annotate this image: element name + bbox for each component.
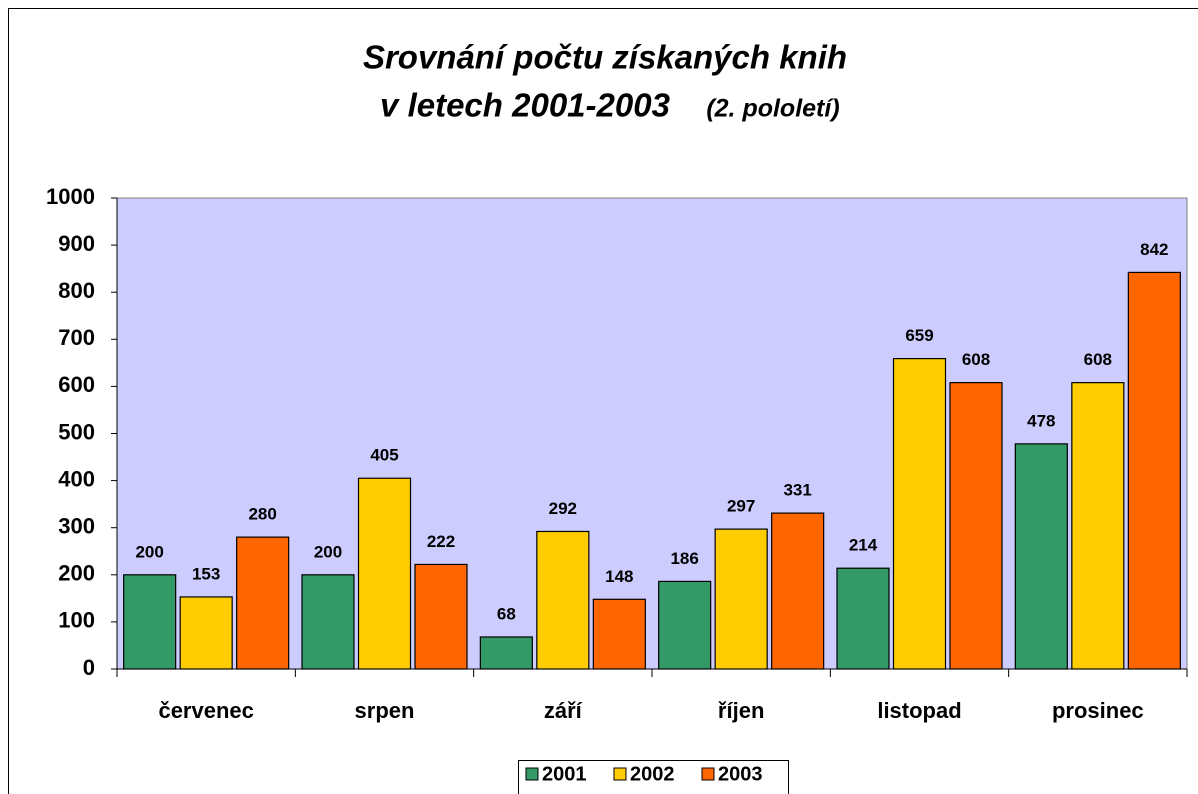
data-label: 331	[783, 481, 811, 500]
data-label: 659	[905, 326, 933, 345]
legend-box	[518, 760, 789, 794]
data-label: 478	[1027, 411, 1055, 430]
bar	[357, 477, 412, 670]
data-label: 148	[605, 567, 633, 586]
chart-title: v letech 2001-2003	[380, 87, 670, 124]
legend-swatch	[613, 767, 627, 781]
data-label: 214	[849, 536, 878, 555]
y-tick-label: 700	[58, 325, 95, 350]
data-label: 186	[670, 549, 698, 568]
bar	[836, 567, 890, 670]
data-label: 608	[1084, 350, 1112, 369]
x-tick-label: červenec	[158, 698, 253, 723]
chart-subtitle: (2. pololetí)	[706, 95, 839, 123]
y-tick-label: 500	[58, 419, 95, 444]
data-label: 297	[727, 497, 755, 516]
data-label: 292	[549, 499, 577, 518]
bar	[892, 358, 947, 670]
bar	[592, 598, 646, 670]
bar	[123, 574, 177, 670]
data-label: 280	[248, 505, 276, 524]
chart-title: Srovnání počtu získaných knih	[363, 39, 847, 76]
bar	[236, 536, 290, 670]
y-tick-label: 100	[58, 608, 95, 633]
x-tick-label: říjen	[718, 698, 764, 723]
data-label: 200	[135, 542, 163, 561]
y-tick-label: 600	[58, 372, 95, 397]
legend-swatch	[525, 767, 539, 781]
y-tick-label: 1000	[46, 184, 95, 209]
data-label: 153	[192, 564, 220, 583]
y-tick-label: 400	[58, 466, 95, 491]
x-tick-label: listopad	[877, 698, 961, 723]
bar	[714, 528, 768, 670]
y-tick-label: 200	[58, 561, 95, 586]
data-label: 842	[1140, 240, 1168, 259]
x-tick-label: srpen	[355, 698, 415, 723]
data-label: 222	[427, 532, 455, 551]
y-tick-label: 900	[58, 231, 95, 256]
bar	[1127, 271, 1181, 670]
data-label: 68	[497, 604, 516, 623]
data-label: 200	[314, 542, 342, 561]
bar	[771, 512, 825, 670]
y-tick-label: 0	[83, 655, 95, 680]
bar	[536, 530, 590, 670]
bar	[949, 382, 1003, 670]
bar	[1014, 443, 1068, 670]
bar	[414, 563, 468, 670]
bar	[479, 636, 533, 670]
data-label: 405	[370, 446, 398, 465]
y-tick-label: 300	[58, 514, 95, 539]
data-label: 608	[962, 350, 990, 369]
y-tick-label: 800	[58, 278, 95, 303]
plot-area	[116, 197, 1188, 670]
bar	[658, 580, 712, 670]
bar	[301, 574, 355, 670]
bar	[1071, 382, 1125, 670]
x-tick-label: září	[544, 698, 583, 723]
legend-swatch	[701, 767, 715, 781]
legend-label: 2001	[542, 763, 587, 785]
legend-label: 2003	[718, 763, 763, 785]
bar	[179, 596, 233, 670]
x-tick-label: prosinec	[1052, 698, 1144, 723]
legend-label: 2002	[630, 763, 675, 785]
